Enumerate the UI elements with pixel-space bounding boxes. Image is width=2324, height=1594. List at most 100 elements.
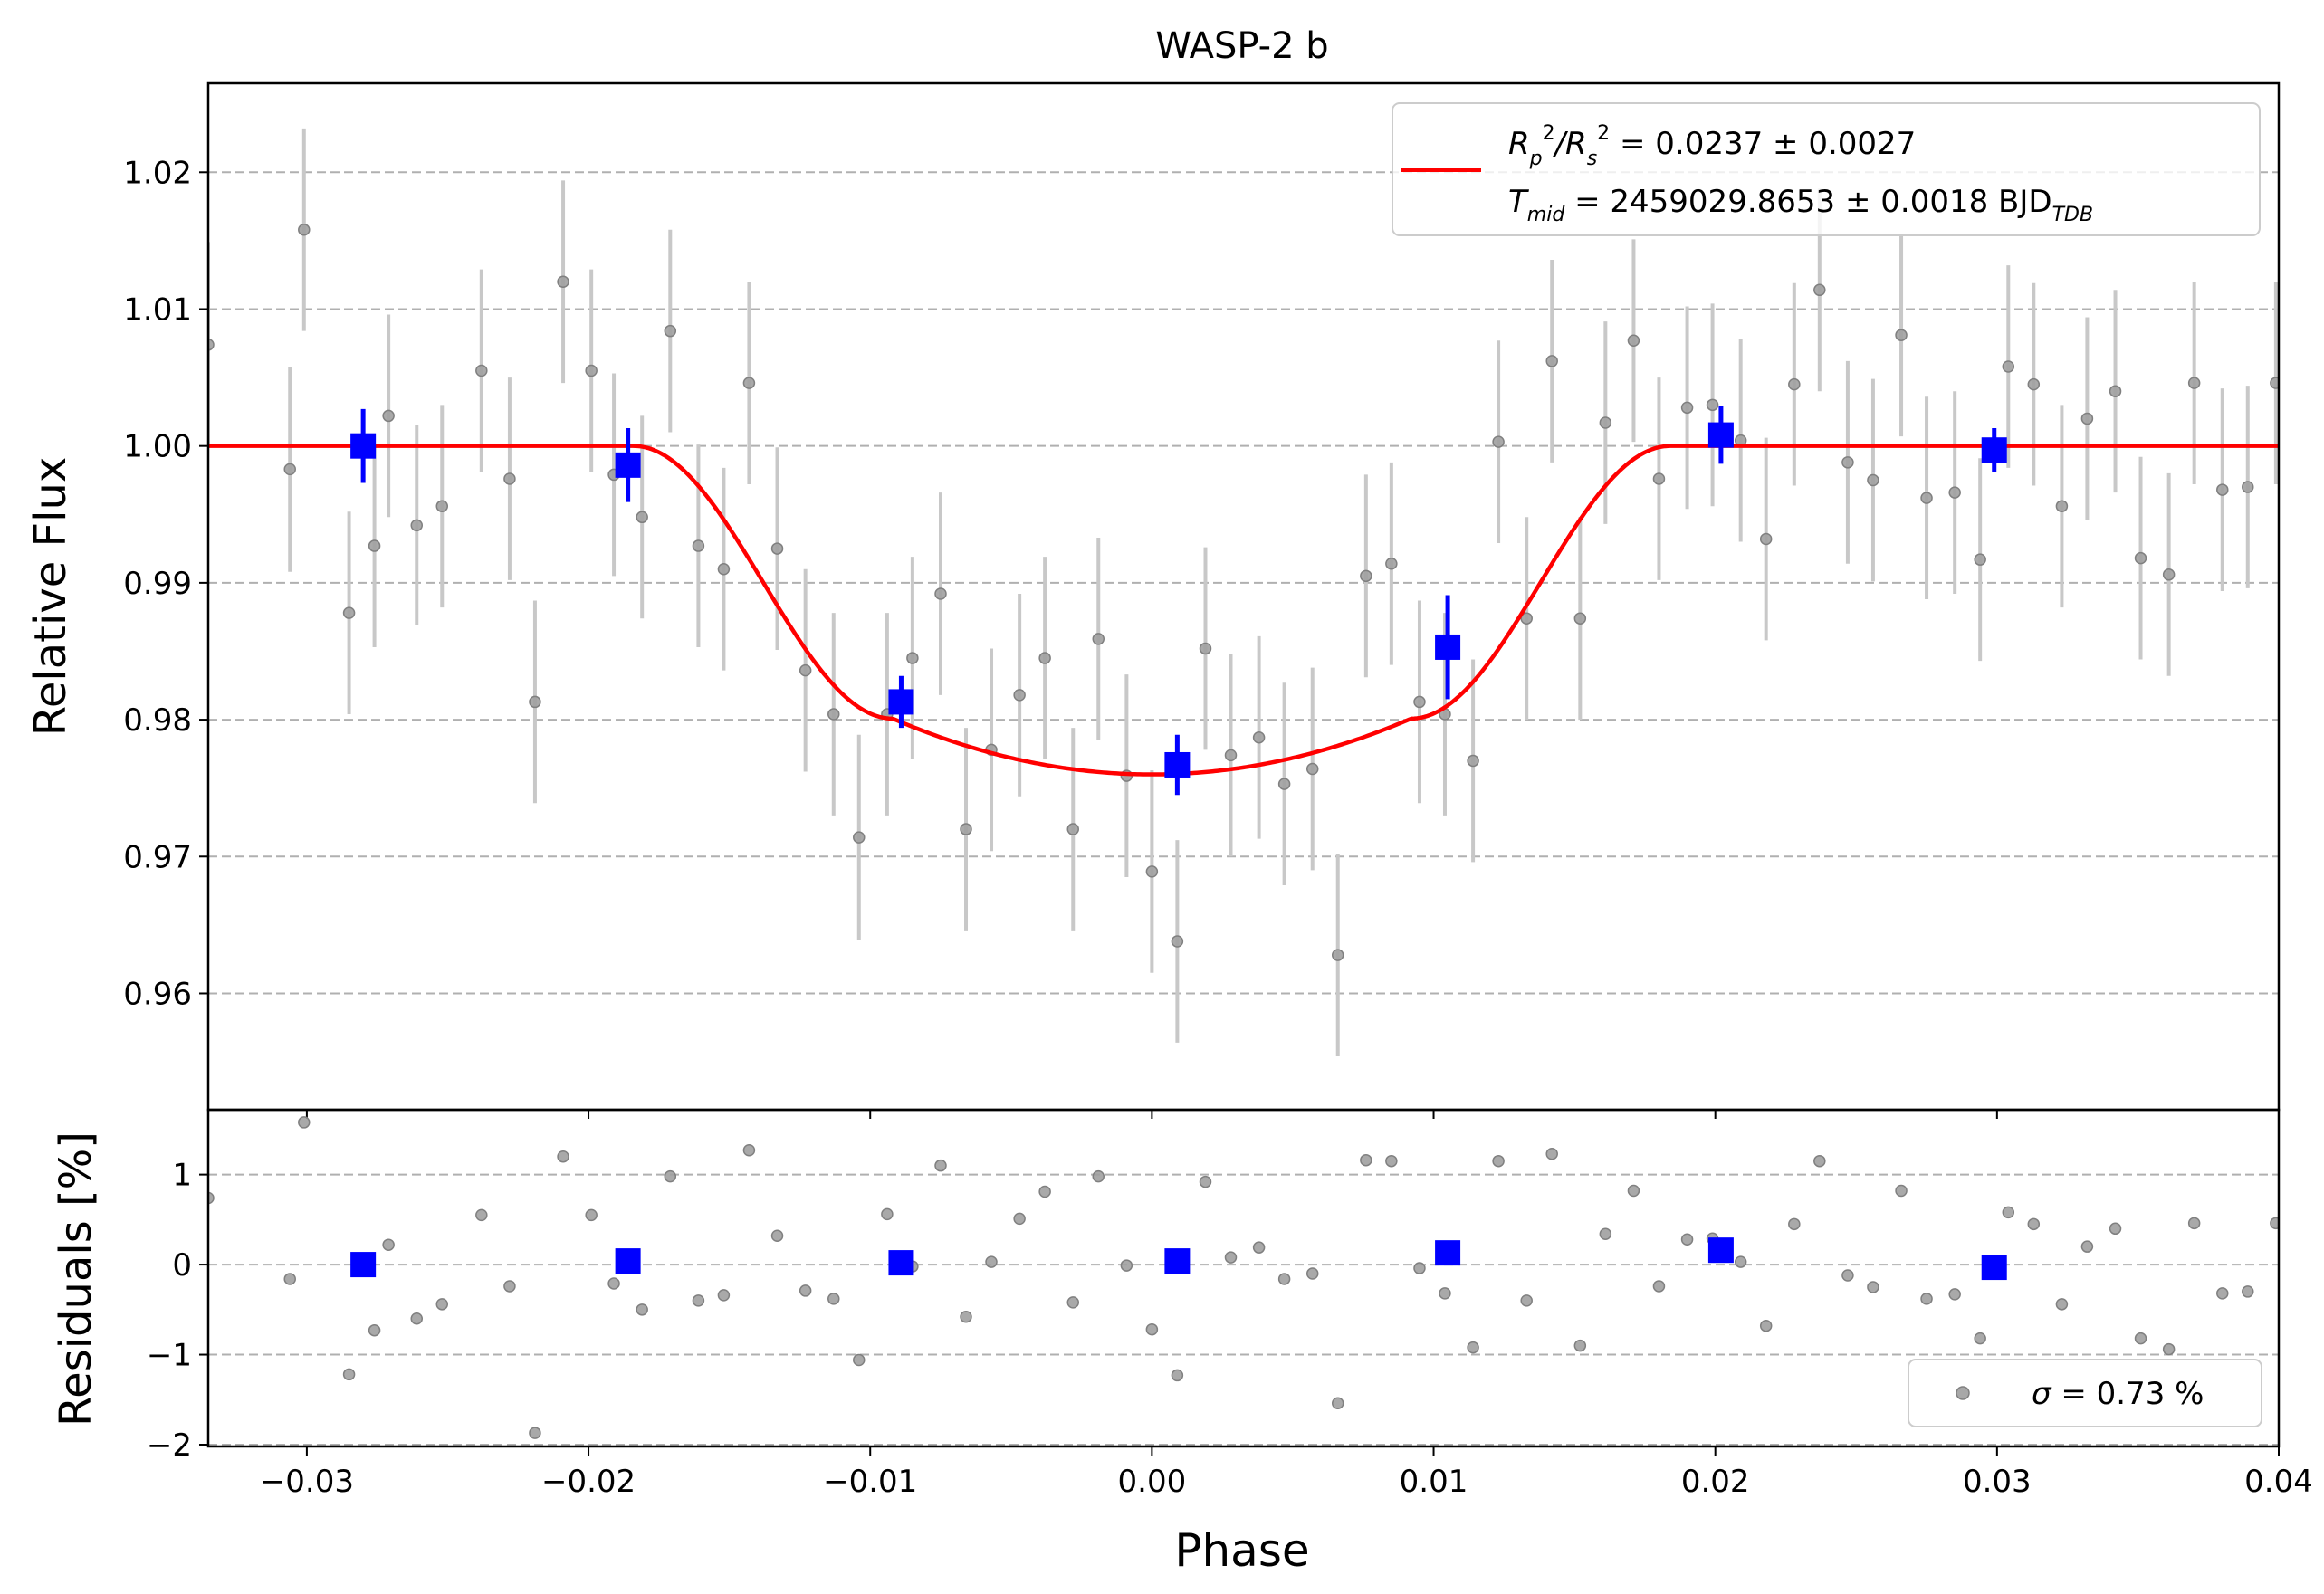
raw-flux-point — [2162, 568, 2176, 581]
raw-flux-point — [1974, 553, 1986, 566]
raw-flux-point — [1492, 435, 1505, 448]
raw-residual-point — [2242, 1285, 2254, 1298]
binned-flux-point — [350, 433, 377, 459]
raw-residual-point — [607, 1277, 620, 1290]
raw-flux-point — [208, 339, 215, 351]
raw-flux-point — [664, 324, 677, 338]
raw-flux-point — [298, 224, 311, 236]
raw-flux-point — [410, 519, 424, 532]
raw-residual-point — [1573, 1339, 1587, 1352]
top-y-tick-label: 0.96 — [123, 976, 192, 1012]
raw-flux-point — [1706, 398, 1719, 412]
binned-residual-point — [615, 1248, 641, 1274]
raw-flux-point — [283, 463, 296, 476]
raw-flux-point — [2187, 377, 2201, 389]
legend-residual-swatch — [1956, 1386, 1970, 1400]
top-y-tick-label: 1.00 — [123, 429, 192, 465]
raw-residual-point — [529, 1427, 541, 1439]
binned-flux-point — [1164, 751, 1191, 778]
raw-residual-point — [770, 1229, 784, 1243]
bottom-y-tick-label: 1 — [172, 1158, 192, 1194]
binned-residual-point — [1164, 1248, 1191, 1274]
raw-residual-point — [283, 1273, 296, 1285]
raw-residual-point — [2162, 1342, 2176, 1356]
raw-flux-point — [1171, 935, 1184, 948]
bottom-x-tick-label: 0.03 — [1963, 1464, 2032, 1500]
raw-residual-point — [410, 1312, 424, 1325]
raw-residual-point — [1813, 1154, 1826, 1168]
raw-residual-point — [435, 1298, 449, 1311]
raw-residual-point — [2134, 1332, 2147, 1345]
raw-flux-point — [557, 275, 569, 288]
raw-flux-point — [742, 377, 756, 389]
raw-residual-point — [799, 1284, 812, 1297]
bottom-x-ticks: −0.03 −0.02 −0.01 0.00 0.01 0.02 0.03 0.04 — [260, 1446, 2313, 1500]
legend-sigma-label: σ = 0.73 % — [2032, 1376, 2204, 1412]
raw-residual-point — [853, 1353, 866, 1367]
bottom-x-tick-label: 0.04 — [2244, 1464, 2313, 1500]
raw-flux-point — [2080, 412, 2094, 425]
top-y-tick-label: 1.01 — [123, 291, 192, 328]
raw-residual-point — [342, 1368, 356, 1381]
raw-flux-point — [1948, 486, 1961, 499]
raw-flux-point — [2027, 377, 2041, 391]
raw-residual-point — [1413, 1262, 1426, 1274]
raw-flux-point — [382, 409, 395, 423]
bottom-y-tick-label: −1 — [147, 1338, 192, 1374]
raw-flux-point — [585, 364, 598, 377]
raw-flux-point — [1038, 652, 1051, 664]
raw-residual-point — [1759, 1319, 1773, 1332]
raw-flux-point — [1199, 642, 1212, 655]
raw-flux-point — [368, 539, 381, 552]
raw-residual-point — [1277, 1273, 1291, 1285]
x-axis-label: Phase — [1174, 1524, 1309, 1577]
transit-model-curve — [208, 444, 2279, 777]
binned-flux-point — [615, 452, 641, 478]
raw-flux-point — [475, 364, 488, 377]
raw-residual-point — [960, 1311, 972, 1323]
bottom-x-tick-label: 0.02 — [1681, 1464, 1750, 1500]
raw-residual-point — [2270, 1217, 2279, 1230]
top-y-tick-label: 0.98 — [123, 702, 192, 739]
raw-residual-point — [1305, 1267, 1319, 1280]
raw-flux-point — [1520, 612, 1533, 625]
raw-flux-point — [1627, 334, 1640, 348]
raw-flux-point — [1573, 612, 1587, 625]
raw-flux-point — [799, 663, 812, 677]
raw-residual-point — [692, 1294, 705, 1307]
bottom-gridlines — [208, 1173, 2279, 1446]
top-y-tick-label: 0.99 — [123, 566, 192, 602]
raw-flux-point — [1360, 569, 1372, 583]
bottom-x-tick-label: −0.02 — [541, 1464, 636, 1500]
binned-flux-points — [350, 406, 2007, 796]
raw-flux-point — [770, 542, 784, 555]
raw-residual-point — [2109, 1222, 2122, 1236]
raw-residual-point — [1545, 1147, 1558, 1160]
raw-flux-point — [1013, 689, 1026, 702]
raw-flux-point — [1066, 823, 1080, 835]
bottom-x-tick-label: −0.03 — [260, 1464, 354, 1500]
raw-residual-point — [1066, 1296, 1080, 1309]
raw-flux-point — [529, 695, 541, 709]
raw-flux-point — [435, 500, 449, 512]
top-y-tick-label: 0.97 — [123, 839, 192, 875]
raw-residual-point — [1627, 1184, 1640, 1198]
raw-residual-point — [1520, 1294, 1533, 1307]
bottom-y-tick-label: 0 — [172, 1247, 192, 1284]
raw-flux-point — [827, 708, 840, 721]
raw-flux-point — [2242, 481, 2254, 493]
bottom-y-tick-label: −2 — [147, 1427, 192, 1464]
raw-residual-point — [636, 1303, 648, 1316]
raw-residual-point — [1734, 1255, 1747, 1268]
binned-residual-point — [1707, 1237, 1734, 1264]
raw-flux-point — [1545, 355, 1558, 367]
raw-residual-point — [585, 1208, 598, 1222]
binned-residual-point — [888, 1250, 914, 1276]
raw-residual-point — [1492, 1154, 1505, 1168]
raw-flux-point — [2055, 500, 2069, 512]
raw-residual-point — [1145, 1322, 1159, 1336]
raw-residual-point — [2187, 1217, 2201, 1230]
raw-residual-point — [1867, 1281, 1879, 1293]
bottom-panel: −2 −1 0 1 −0.03 −0.02 −0.01 0.00 0.01 0.02 0.03 0.… — [51, 1108, 2313, 1577]
raw-residual-point — [934, 1159, 947, 1172]
